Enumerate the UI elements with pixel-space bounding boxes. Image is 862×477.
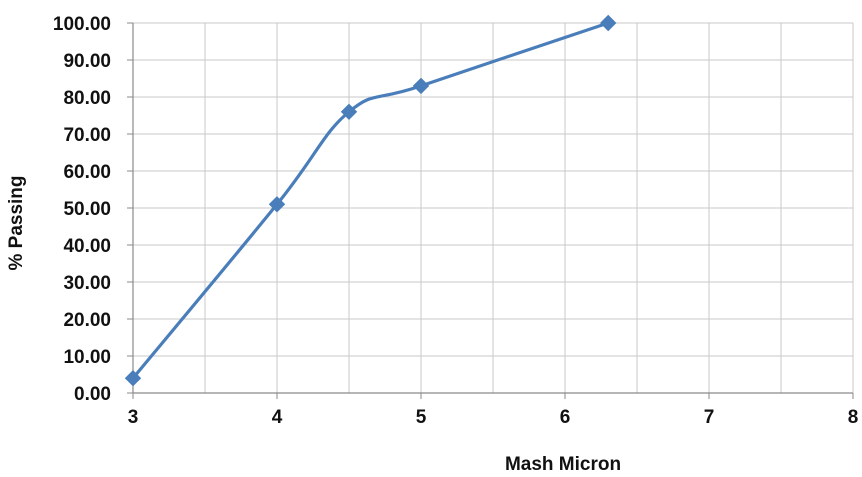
- y-tick-label: 50.00: [63, 199, 111, 220]
- y-tick-label: 0.00: [74, 384, 111, 405]
- y-tick-labels: 0.00 10.00 20.00 30.00 40.00 50.00 60.00 70.00 8…: [53, 14, 111, 405]
- y-tick-label: 20.00: [63, 310, 111, 331]
- y-tick-label: 80.00: [63, 88, 111, 109]
- y-tick-label: 60.00: [63, 162, 111, 183]
- data-point-marker: [124, 369, 142, 387]
- y-tick-label: 70.00: [63, 125, 111, 146]
- y-axis-title: % Passing: [6, 175, 27, 270]
- y-tick-label: 40.00: [63, 236, 111, 257]
- x-tick-label: 5: [416, 407, 427, 428]
- data-point-marker: [340, 103, 358, 121]
- x-axis-title: Mash Micron: [505, 454, 621, 475]
- y-tick-label: 100.00: [53, 14, 111, 35]
- x-tick-labels: 3 4 5 6 7 8: [128, 407, 859, 428]
- x-tick-label: 4: [272, 407, 283, 428]
- y-tick-label: 90.00: [63, 51, 111, 72]
- y-tick-label: 30.00: [63, 273, 111, 294]
- y-tick-label: 10.00: [63, 347, 111, 368]
- data-point-marker: [599, 14, 617, 32]
- data-point-marker: [268, 196, 286, 213]
- x-tick-label: 8: [848, 407, 859, 428]
- series-group: [124, 14, 617, 387]
- x-tick-label: 3: [128, 407, 139, 428]
- data-point-marker: [412, 77, 430, 95]
- x-tick-label: 6: [560, 407, 571, 428]
- x-tick-label: 7: [704, 407, 715, 428]
- gridlines: [133, 22, 854, 393]
- axes: [127, 22, 854, 399]
